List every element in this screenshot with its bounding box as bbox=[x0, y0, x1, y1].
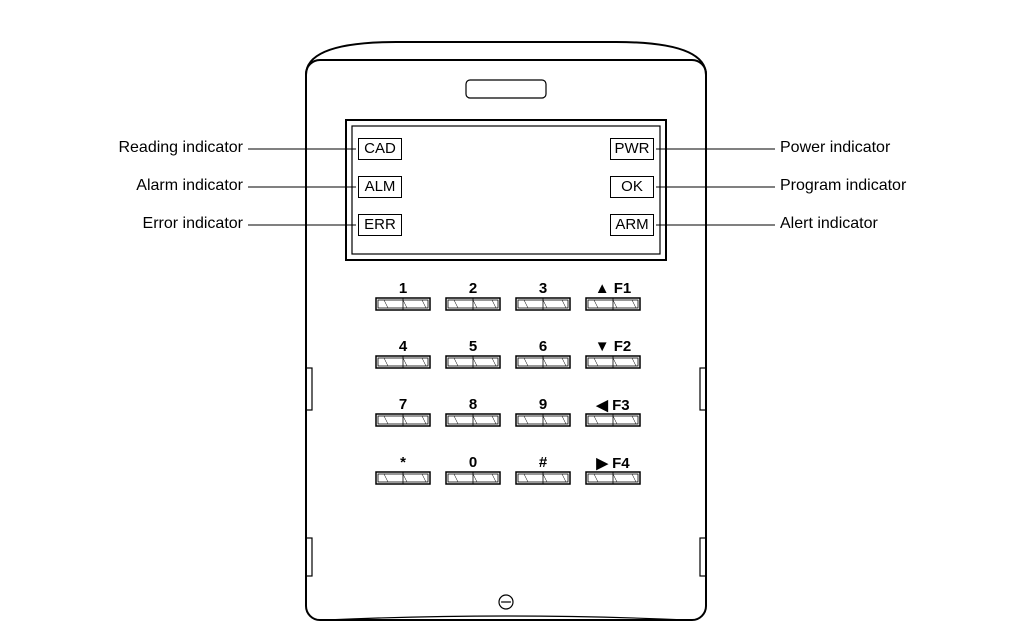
callout-alm: Alarm indicator bbox=[108, 177, 243, 195]
key-label-F3: ◀ F3 bbox=[588, 396, 638, 414]
key-label-9: 9 bbox=[533, 396, 553, 413]
diagram-stage: CAD Reading indicator ALM Alarm indicator ER… bbox=[0, 0, 1023, 641]
indicator-ok: OK bbox=[610, 176, 654, 198]
callout-pwr: Power indicator bbox=[780, 139, 890, 157]
indicator-cad: CAD bbox=[358, 138, 402, 160]
indicator-pwr: PWR bbox=[610, 138, 654, 160]
key-label-0: 0 bbox=[463, 454, 483, 471]
indicator-alm: ALM bbox=[358, 176, 402, 198]
indicator-err: ERR bbox=[358, 214, 402, 236]
key-label-hash: # bbox=[533, 454, 553, 471]
callout-ok: Program indicator bbox=[780, 177, 906, 195]
key-label-5: 5 bbox=[463, 338, 483, 355]
key-label-4: 4 bbox=[393, 338, 413, 355]
indicator-arm: ARM bbox=[610, 214, 654, 236]
key-label-2: 2 bbox=[463, 280, 483, 297]
device-svg bbox=[0, 0, 1023, 641]
key-label-8: 8 bbox=[463, 396, 483, 413]
callout-err: Error indicator bbox=[108, 215, 243, 233]
callout-arm: Alert indicator bbox=[780, 215, 878, 233]
key-label-F2: ▼ F2 bbox=[588, 338, 638, 355]
key-label-6: 6 bbox=[533, 338, 553, 355]
key-label-1: 1 bbox=[393, 280, 413, 297]
key-label-7: 7 bbox=[393, 396, 413, 413]
key-label-star: * bbox=[393, 454, 413, 471]
key-label-F4: ▶ F4 bbox=[588, 454, 638, 472]
key-label-3: 3 bbox=[533, 280, 553, 297]
key-label-F1: ▲ F1 bbox=[588, 280, 638, 297]
callout-cad: Reading indicator bbox=[108, 139, 243, 157]
